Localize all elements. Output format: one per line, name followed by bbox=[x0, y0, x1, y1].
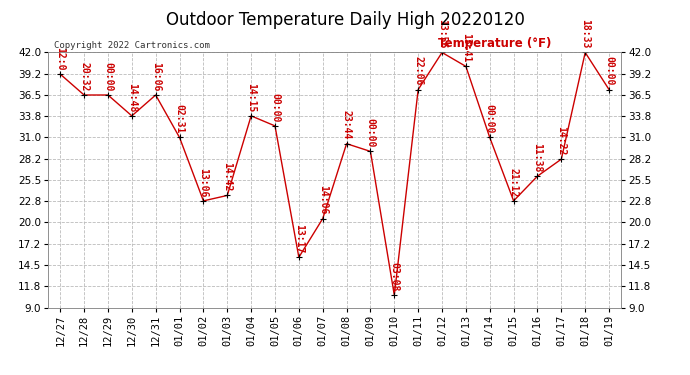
Text: 13:17: 13:17 bbox=[294, 224, 304, 254]
Text: 13:41: 13:41 bbox=[461, 33, 471, 63]
Text: Outdoor Temperature Daily High 20220120: Outdoor Temperature Daily High 20220120 bbox=[166, 11, 524, 29]
Text: 22:06: 22:06 bbox=[413, 56, 423, 86]
Text: 14:42: 14:42 bbox=[222, 162, 233, 192]
Text: 18:33: 18:33 bbox=[580, 19, 590, 49]
Text: 20:32: 20:32 bbox=[79, 62, 89, 91]
Text: 14:22: 14:22 bbox=[556, 126, 566, 155]
Text: 00:00: 00:00 bbox=[604, 56, 614, 86]
Text: 00:00: 00:00 bbox=[270, 93, 280, 122]
Text: 14:15: 14:15 bbox=[246, 82, 256, 112]
Text: Temperature (°F): Temperature (°F) bbox=[437, 37, 551, 50]
Text: Copyright 2022 Cartronics.com: Copyright 2022 Cartronics.com bbox=[54, 41, 210, 50]
Text: 23:44: 23:44 bbox=[342, 111, 352, 140]
Text: 14:06: 14:06 bbox=[317, 185, 328, 215]
Text: 00:00: 00:00 bbox=[103, 62, 113, 91]
Text: 02:31: 02:31 bbox=[175, 104, 184, 134]
Text: 16:06: 16:06 bbox=[150, 62, 161, 91]
Text: 11:38: 11:38 bbox=[533, 143, 542, 172]
Text: 00:00: 00:00 bbox=[485, 104, 495, 134]
Text: 03:08: 03:08 bbox=[389, 262, 400, 291]
Text: 12:0: 12:0 bbox=[55, 47, 66, 70]
Text: 21:12: 21:12 bbox=[509, 168, 519, 197]
Text: 13:56: 13:56 bbox=[437, 19, 447, 49]
Text: 00:00: 00:00 bbox=[366, 118, 375, 147]
Text: 13:06: 13:06 bbox=[199, 168, 208, 197]
Text: 14:48: 14:48 bbox=[127, 82, 137, 112]
